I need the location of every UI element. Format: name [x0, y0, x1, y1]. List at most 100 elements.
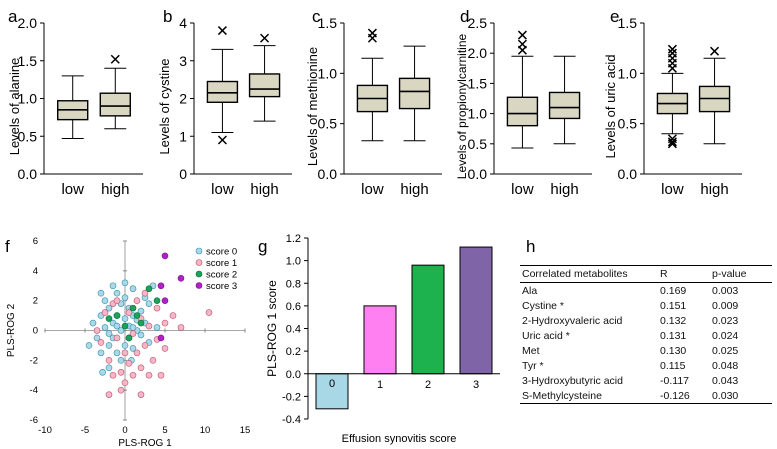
scatter-point-score-1: [125, 309, 133, 316]
scatter-point-score-0: [117, 357, 125, 364]
scatter-point-score-1: [117, 368, 125, 376]
scatter-point-score-1: [121, 349, 129, 357]
box-high: [248, 73, 281, 98]
y-tick-label: 2: [179, 91, 187, 107]
cell-r: 0.132: [660, 314, 687, 327]
scatter-point-score-0: [97, 349, 105, 357]
y-tick-label: 1.5: [318, 15, 338, 31]
x-tick-label-low: low: [661, 181, 684, 198]
y-tick-label: 0.5: [468, 136, 488, 152]
scatter-point-score-0: [101, 297, 109, 304]
scatter-point-score-1: [109, 371, 117, 379]
correlated-metabolites-table: Correlated metabolites R p-value Ala 0.16…: [520, 265, 772, 404]
table-row: Cystine * 0.151 0.009: [520, 298, 772, 313]
x-tick-label-low: low: [211, 181, 234, 198]
y-tick-label: 1.0: [618, 65, 638, 81]
cell-p: 0.003: [712, 284, 739, 297]
table-row: 2-Hydroxyvaleric acid 0.132 0.023: [520, 313, 772, 328]
outlier-marker: [217, 135, 227, 145]
scatter-point-score-1: [177, 324, 185, 331]
scatter-point-score-1: [157, 371, 165, 379]
outlier-marker: [217, 26, 227, 36]
cell-r: 0.169: [660, 284, 687, 297]
y-tick-label: 1.0: [318, 65, 338, 81]
scatter-point-score-0: [137, 331, 145, 339]
cell-p: 0.009: [712, 299, 739, 312]
x-tick-label-high: high: [250, 181, 278, 198]
outlier-marker: [710, 46, 720, 56]
x-tick-label-low: low: [61, 181, 84, 198]
table-row: S-Methylcysteine -0.126 0.030: [520, 388, 772, 404]
panel-label-g: g: [258, 237, 267, 256]
y-tick-label: 1.5: [618, 15, 638, 31]
y-tick-label: 2.0: [18, 15, 38, 31]
table-row: Uric acid * 0.131 0.024: [520, 328, 772, 343]
scatter-point-score-2: [145, 285, 153, 293]
scatter-point-score-1: [161, 345, 169, 352]
y-tick-label: 0.0: [468, 166, 488, 182]
y-tick-label: 6: [33, 236, 38, 247]
x-axis-title: Effusion synovitis score: [342, 433, 457, 445]
y-tick-label: 0.5: [318, 116, 338, 132]
scatter-point-score-0: [113, 322, 121, 330]
scatter-point-score-1: [133, 297, 141, 304]
x-tick-label: 3: [473, 379, 479, 391]
box-high: [99, 92, 131, 117]
cell-r: 0.131: [660, 329, 687, 342]
y-tick-label: -2: [30, 355, 38, 366]
table-header-row: Correlated metabolites R p-value: [520, 265, 772, 283]
scatter-point-score-0: [101, 324, 109, 331]
legend-label: score 0: [206, 247, 237, 258]
scatter-point-score-0: [145, 300, 153, 307]
scatter-point-score-1: [169, 312, 177, 319]
outlier-marker: [517, 39, 527, 49]
scatter-point-score-2: [133, 312, 141, 319]
y-tick-label: 0.2: [286, 346, 301, 358]
y-tick-label: 0.0: [318, 166, 338, 182]
scatter-point-score-0: [89, 319, 97, 327]
scatter-point-score-0: [129, 345, 137, 352]
table-row: Ala 0.169 0.003: [520, 283, 772, 299]
scatter-point-score-1: [101, 309, 109, 316]
bar-score-2: [411, 264, 445, 375]
x-tick-label-high: high: [550, 181, 578, 198]
scatter-point-score-1: [149, 357, 157, 364]
boxplot-panel-d: 0.0 0.5 1.0 1.5 2.0 2.5 low high Levels of propi…: [455, 15, 592, 198]
y-tick-label: -6: [30, 415, 38, 426]
panel-label-a: a: [8, 7, 18, 26]
legend-marker: [195, 247, 203, 255]
table-row: 3-Hydroxybutyric acid -0.117 0.043: [520, 373, 772, 388]
scatter-point-score-3: [161, 252, 169, 260]
legend-marker: [195, 270, 203, 278]
x-tick-label: 2: [425, 379, 431, 391]
scatter-point-score-1: [113, 297, 121, 304]
panel-label-e: e: [610, 7, 619, 26]
scatter-point-score-0: [99, 368, 106, 376]
panel-label-d: d: [460, 7, 469, 26]
cell-metabolite: 3-Hydroxybutyric acid: [522, 374, 623, 387]
x-tick-label-high: high: [700, 181, 728, 198]
y-axis-title: Levels of alanine: [7, 58, 22, 156]
y-tick-label: 2.0: [468, 45, 488, 61]
scatter-point-score-0: [121, 294, 129, 301]
cell-r: -0.117: [660, 374, 689, 387]
box-low: [506, 96, 539, 127]
bar-score-0: [315, 373, 349, 410]
scatter-point-score-1: [129, 330, 137, 337]
boxplot-panel-e: 0.0 0.5 1.0 1.5 low high Levels of uric acid: [603, 15, 742, 198]
y-tick-label: 0.6: [286, 301, 301, 313]
scatter-point-score-1: [93, 327, 101, 334]
x-tick-label: 1: [377, 379, 383, 391]
x-tick-label-high: high: [101, 181, 129, 198]
scatter-point-score-2: [125, 334, 133, 342]
scatter-point-score-0: [97, 289, 105, 297]
outlier-marker: [517, 30, 527, 40]
y-axis-title: Levels of cystine: [157, 58, 172, 154]
box-high: [398, 77, 431, 110]
header-p-value: p-value: [710, 265, 772, 283]
scatter-point-score-1: [129, 371, 137, 379]
x-tick-label: -5: [81, 425, 89, 436]
outlier-marker: [110, 54, 120, 64]
cell-metabolite: Ala: [522, 284, 538, 297]
y-tick-label: -4: [30, 385, 38, 396]
